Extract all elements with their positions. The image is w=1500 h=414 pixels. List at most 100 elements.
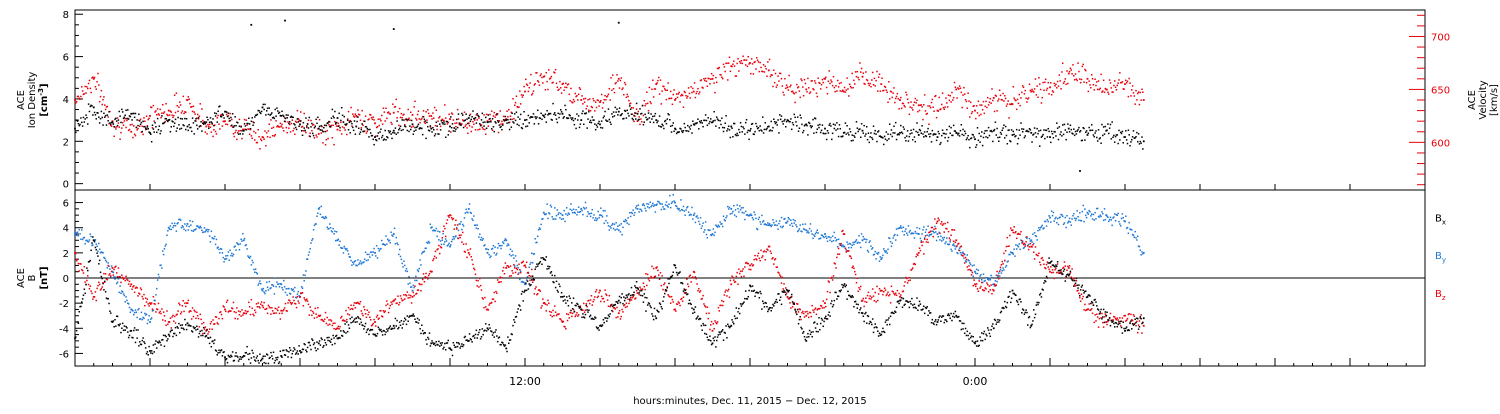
velocity-point (1072, 64, 1074, 66)
ion-density-point (964, 131, 966, 133)
ion-density-point (832, 133, 834, 135)
ion-density-point (941, 135, 943, 137)
ion-density-point (698, 128, 700, 130)
velocity-point (548, 69, 550, 71)
velocity-point (238, 130, 240, 132)
velocity-point (1053, 91, 1055, 93)
velocity-point (932, 107, 934, 109)
bz-point (210, 323, 212, 325)
velocity-point (796, 84, 798, 86)
velocity-point (959, 85, 961, 87)
bz-point (87, 275, 89, 277)
velocity-point (906, 94, 908, 96)
ion-density-point (509, 129, 511, 131)
bz-point (395, 298, 397, 300)
by-point (1046, 225, 1048, 227)
velocity-point (522, 96, 524, 98)
ion-density-point (485, 117, 487, 119)
velocity-point (1077, 62, 1079, 64)
ion-density-point (1115, 136, 1117, 138)
by-point (879, 260, 881, 262)
by-point (776, 220, 778, 222)
by-point (729, 207, 731, 209)
velocity-point (572, 102, 574, 104)
velocity-point (367, 131, 369, 133)
bz-point (772, 257, 774, 259)
bz-point (306, 298, 308, 300)
ion-density-point (421, 128, 423, 130)
by-point (231, 253, 233, 255)
ion-density-point (719, 127, 721, 129)
by-point (753, 219, 755, 221)
ion-density-point (101, 117, 103, 119)
by-point (574, 212, 576, 214)
bz-point (116, 272, 118, 274)
ion-density-point (357, 116, 359, 118)
bz-point (488, 304, 490, 306)
bz-point (255, 312, 257, 314)
by-point (431, 226, 433, 228)
ion-density-point (195, 118, 197, 120)
ion-density-point (836, 122, 838, 124)
velocity-point (845, 91, 847, 93)
bz-point (297, 300, 299, 302)
x-tick-label: 0:00 (963, 375, 988, 388)
by-point (700, 217, 702, 219)
velocity-point (454, 123, 456, 125)
by-point (559, 217, 561, 219)
ion-density-point (534, 116, 536, 118)
ion-density-point (443, 121, 445, 123)
by-point (594, 219, 596, 221)
velocity-point (171, 111, 173, 113)
ion-density-point (706, 120, 708, 122)
by-point (926, 234, 928, 236)
bz-point (617, 316, 619, 318)
bz-point (404, 298, 406, 300)
velocity-point (941, 104, 943, 106)
velocity-point (469, 125, 471, 127)
by-point (709, 229, 711, 231)
velocity-point (377, 126, 379, 128)
bz-point (450, 215, 452, 217)
ion-density-point (325, 131, 327, 133)
velocity-point (886, 89, 888, 91)
velocity-point (360, 120, 362, 122)
bz-point (90, 290, 92, 292)
bz-point (882, 294, 884, 296)
by-point (778, 223, 780, 225)
by-point (634, 212, 636, 214)
velocity-point (261, 140, 263, 142)
velocity-point (661, 103, 663, 105)
velocity-point (657, 80, 659, 82)
ion-density-point (1107, 123, 1109, 125)
velocity-point (889, 98, 891, 100)
by-point (1067, 222, 1069, 224)
velocity-point (622, 87, 624, 89)
velocity-point (135, 135, 137, 137)
ion-density-point (434, 135, 436, 137)
velocity-point (940, 108, 942, 110)
velocity-point (102, 99, 104, 101)
bz-point (729, 297, 731, 299)
velocity-point (226, 114, 228, 116)
velocity-point (669, 98, 671, 100)
ion-density-point (487, 121, 489, 123)
bz-point (122, 277, 124, 279)
ion-density-point (568, 117, 570, 119)
by-point (350, 260, 352, 262)
ion-density-point (1083, 128, 1085, 130)
by-point (671, 203, 673, 205)
by-point (407, 271, 409, 273)
velocity-point (904, 106, 906, 108)
bz-point (642, 288, 644, 290)
by-point (1055, 217, 1057, 219)
ion-density-point (561, 111, 563, 113)
by-point (201, 230, 203, 232)
ion-density-point (122, 111, 124, 113)
ion-density-point (907, 130, 909, 132)
ion-density-point (119, 111, 121, 113)
by-point (436, 228, 438, 230)
velocity-point (664, 88, 666, 90)
bz-point (344, 320, 346, 322)
velocity-point (730, 71, 732, 73)
